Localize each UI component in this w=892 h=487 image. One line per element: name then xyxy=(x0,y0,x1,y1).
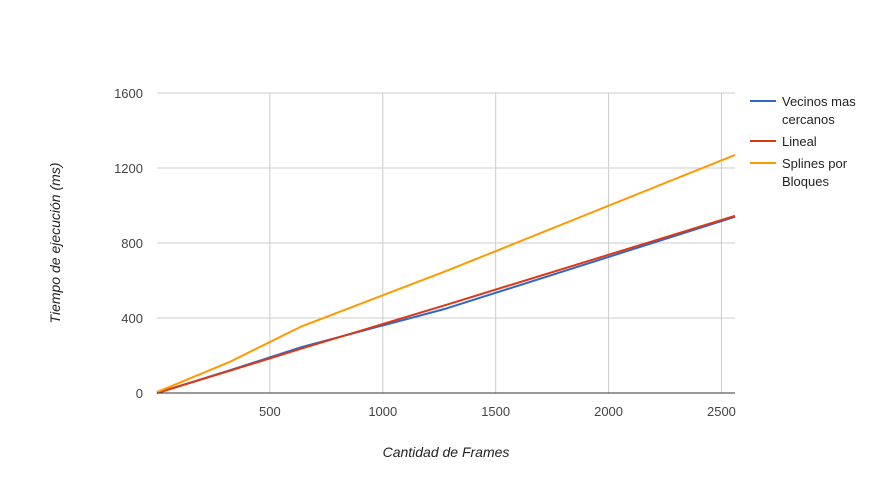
axes: 0 400 800 1200 1600 500 1000 1500 2000 2500 xyxy=(114,86,736,419)
x-tick-label: 1000 xyxy=(368,404,397,419)
x-tick-label: 1500 xyxy=(481,404,510,419)
x-axis-title: Cantidad de Frames xyxy=(383,444,510,460)
series-line-1 xyxy=(156,214,736,394)
legend-label-2: Splines por xyxy=(782,156,848,171)
y-tick-label: 800 xyxy=(121,236,143,251)
legend-label-0: Vecinos mas xyxy=(782,94,856,109)
x-tick-label: 2000 xyxy=(594,404,623,419)
y-tick-label: 1200 xyxy=(114,161,143,176)
x-tick-label: 500 xyxy=(259,404,281,419)
series-lines xyxy=(156,153,736,394)
legend-label-2: Bloques xyxy=(782,174,829,189)
y-axis-title: Tiempo de ejecución (ms) xyxy=(47,163,63,324)
legend-label-1: Lineal xyxy=(782,134,817,149)
y-tick-label: 1600 xyxy=(114,86,143,101)
y-tick-label: 400 xyxy=(121,311,143,326)
x-tick-label: 2500 xyxy=(707,404,736,419)
legend-label-0: cercanos xyxy=(782,112,835,127)
series-line-2 xyxy=(156,153,736,394)
gridlines xyxy=(157,92,735,393)
y-tick-label: 0 xyxy=(136,386,143,401)
legend: Vecinos mas cercanos Lineal Splines por Bloq… xyxy=(750,94,856,189)
